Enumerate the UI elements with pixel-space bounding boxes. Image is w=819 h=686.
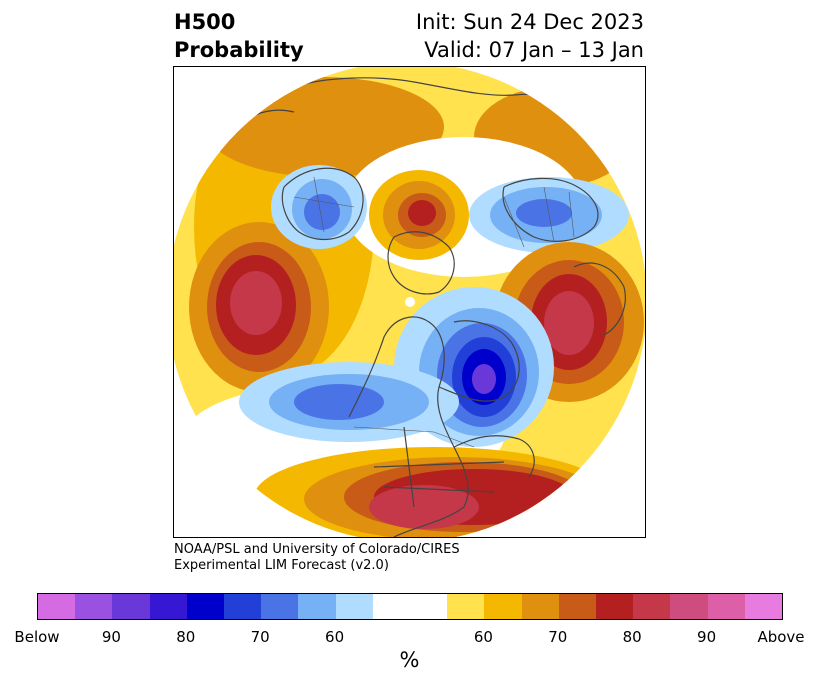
anomaly-pacific-85 <box>230 271 282 335</box>
colorbar-segment <box>707 594 745 619</box>
credit-line1: NOAA/PSL and University of Colorado/CIRE… <box>174 542 460 557</box>
colorbar-segment <box>596 594 634 619</box>
colorbar-tick-label: 80 <box>622 628 642 646</box>
colorbar-segment <box>224 594 262 619</box>
colorbar-segment <box>558 594 597 619</box>
colorbar-segment <box>410 594 448 619</box>
map-svg <box>174 67 645 537</box>
title-init: Init: Sun 24 Dec 2023 <box>415 10 644 34</box>
anomaly-atlantic-85 <box>544 291 594 355</box>
colorbar-segment <box>447 594 485 619</box>
anomaly-arctic-80 <box>408 200 436 226</box>
colorbar-segment <box>75 594 113 619</box>
colorbar-unit-label: % <box>399 648 420 672</box>
anomaly-hudson-85 <box>472 364 496 394</box>
colorbar-tick-label: 80 <box>176 628 196 646</box>
colorbar <box>37 593 783 620</box>
colorbar-segment <box>633 594 671 619</box>
colorbar-segment <box>38 594 76 619</box>
colorbar-tick-label: 90 <box>697 628 717 646</box>
borders <box>293 176 575 448</box>
colorbar-tick-label: 70 <box>548 628 568 646</box>
colorbar-tick-label: Above <box>757 628 805 646</box>
colorbar-segment <box>186 594 225 619</box>
anomaly-gulf-85 <box>369 485 479 529</box>
colorbar-segment <box>484 594 522 619</box>
colorbar-segment <box>261 594 299 619</box>
colorbar-tick-label: 70 <box>250 628 270 646</box>
title-valid: Valid: 07 Jan – 13 Jan <box>424 38 644 62</box>
chart-title-left: H500 Probability <box>174 8 304 64</box>
colorbar-segment <box>744 594 783 619</box>
colorbar-tick-label: 60 <box>325 628 345 646</box>
credit-text: NOAA/PSL and University of Colorado/CIRE… <box>174 542 460 574</box>
title-variable: H500 <box>174 10 236 34</box>
colorbar-segment <box>112 594 150 619</box>
colorbar-segment <box>670 594 708 619</box>
colorbar-tick-label: Below <box>14 628 60 646</box>
colorbar-segment <box>149 594 187 619</box>
anomaly-europe-70 <box>516 199 572 227</box>
polar-map <box>173 66 646 538</box>
north-pole-marker <box>405 297 415 307</box>
chart-title-right: Init: Sun 24 Dec 2023 Valid: 07 Jan – 13… <box>416 8 644 64</box>
anomaly-west-us-70 <box>294 384 384 420</box>
title-product: Probability <box>174 38 304 62</box>
colorbar-ticks: Below 90 80 70 60 60 70 80 90 Above <box>0 628 819 646</box>
colorbar-segment <box>372 594 411 619</box>
colorbar-segment <box>298 594 336 619</box>
colorbar-tick-label: 60 <box>473 628 493 646</box>
credit-line2: Experimental LIM Forecast (v2.0) <box>174 558 389 573</box>
colorbar-segment <box>335 594 373 619</box>
colorbar-segment <box>521 594 559 619</box>
colorbar-tick-label: 90 <box>101 628 121 646</box>
